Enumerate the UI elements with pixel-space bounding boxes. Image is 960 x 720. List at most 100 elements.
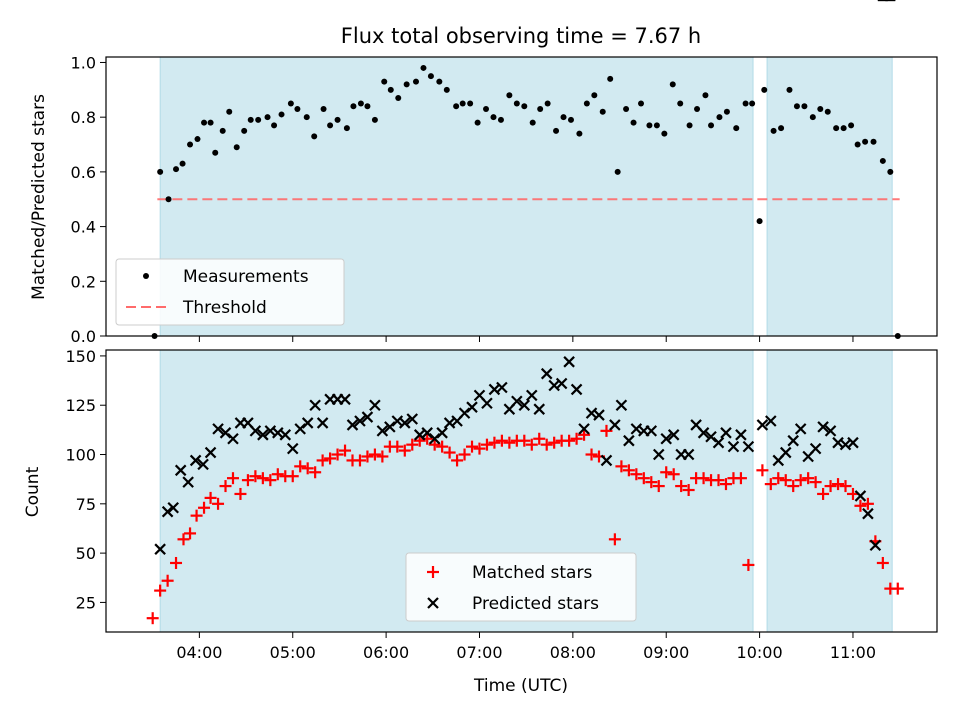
matched-star-point [324, 452, 337, 465]
predicted-star-point [756, 419, 769, 431]
matched-star-point [286, 470, 299, 483]
matched-star-point [533, 432, 546, 445]
measurement-point [848, 122, 855, 129]
matched-star-point [376, 450, 389, 463]
matched-star-point [443, 446, 456, 459]
matched-star-point [832, 478, 845, 491]
measurement-point [459, 100, 466, 107]
ratio-plot-frame [105, 56, 938, 337]
legend-predicted-marker [427, 597, 439, 609]
measurement-point [387, 86, 394, 93]
measurement-point [833, 125, 840, 132]
measurement-point [412, 78, 419, 85]
measurement-point [686, 122, 693, 129]
predicted-star-point [204, 446, 217, 459]
matched-star-point [146, 612, 159, 625]
measurement-point [778, 125, 785, 132]
matched-star-point [578, 428, 591, 441]
matched-star-point [854, 499, 867, 512]
count-y-axis: 25 50 75 100 125 150 [65, 347, 106, 612]
measurement-point [207, 119, 214, 126]
predicted-star-point [667, 429, 680, 441]
measurement-point [247, 116, 254, 123]
matched-star-point [406, 438, 419, 451]
measurement-point [607, 75, 614, 82]
predicted-star-point [154, 543, 166, 555]
matched-star-point [495, 434, 508, 447]
predicted-star-point [660, 432, 673, 445]
predicted-star-point [779, 446, 792, 459]
measurement-point [420, 64, 427, 71]
predicted-star-point [563, 356, 575, 368]
measurement-point [226, 108, 233, 115]
observing-windows-bottom [159, 349, 893, 633]
y-tick-label: 100 [65, 446, 96, 465]
matched-star-point [697, 472, 710, 485]
predicted-star-point [570, 383, 583, 396]
predicted-star-point [481, 397, 493, 410]
predicted-star-point [316, 417, 329, 429]
matched-star-point [637, 472, 650, 485]
predicted-star-point [697, 427, 710, 439]
matched-star-point [652, 480, 665, 493]
measurement-point [801, 103, 808, 110]
matched-star-point [219, 480, 232, 493]
measurement-point [583, 100, 590, 107]
measurement-points [151, 64, 901, 339]
ratio-y-axis: 0.0 0.2 0.4 0.6 0.8 1.0 [71, 53, 106, 346]
predicted-star-point [623, 434, 635, 447]
matched-star-point [809, 476, 822, 489]
count-plot-frame [105, 349, 938, 633]
matched-star-point [353, 454, 366, 467]
measurement-point [364, 103, 371, 110]
matched-star-point [667, 468, 680, 481]
predicted-star-point [212, 423, 224, 435]
measurement-point [303, 114, 310, 121]
matched-star-point [241, 474, 254, 487]
predicted-star-point [578, 423, 590, 435]
measurement-point [506, 92, 513, 99]
measurement-point [474, 119, 481, 126]
measurement-point [560, 114, 567, 121]
measurement-point [623, 105, 630, 112]
predicted-star-point [593, 409, 605, 421]
measurement-point [756, 218, 763, 225]
predicted-star-point [817, 421, 829, 433]
matched-star-point [226, 472, 239, 485]
matched-star-point [794, 474, 807, 487]
predicted-star-point [765, 415, 777, 427]
measurement-point [702, 92, 709, 99]
predicted-star-point [615, 399, 628, 411]
y-tick-label: 75 [76, 495, 96, 514]
matched-star-point [161, 574, 174, 587]
matched-star-point [480, 438, 493, 451]
y-tick-label: 125 [65, 396, 96, 415]
matched-star-point [645, 476, 658, 489]
matched-star-point [154, 584, 167, 597]
matched-star-point [817, 487, 830, 500]
matched-star-point [876, 556, 889, 569]
ratio-y-axis-label: Matched/Predicted stars [29, 94, 49, 300]
matched-star-point [184, 527, 197, 540]
measurement-point [809, 114, 816, 121]
measurement-point [646, 122, 653, 129]
matched-star-point [294, 460, 307, 473]
predicted-star-point [862, 507, 874, 520]
predicted-star-point [824, 425, 837, 437]
x-tick-label: 09:00 [643, 643, 689, 662]
predicted-star-point [869, 539, 882, 552]
matched-star-point [339, 444, 352, 457]
matched-star-point [256, 472, 269, 485]
measurement-point [255, 116, 262, 123]
measurement-point [840, 125, 847, 132]
measurement-point [661, 130, 668, 137]
measurement-point [483, 105, 490, 112]
measurement-point [294, 105, 301, 112]
legend-measurements-label: Measurements [183, 267, 309, 287]
ratio-legend: Measurements Threshold [115, 258, 345, 326]
measurement-point [537, 105, 544, 112]
time-x-axis-label: Time (UTC) [473, 676, 568, 696]
matched-star-point [198, 501, 211, 514]
measurement-point [786, 86, 793, 93]
measurement-point [287, 100, 294, 107]
